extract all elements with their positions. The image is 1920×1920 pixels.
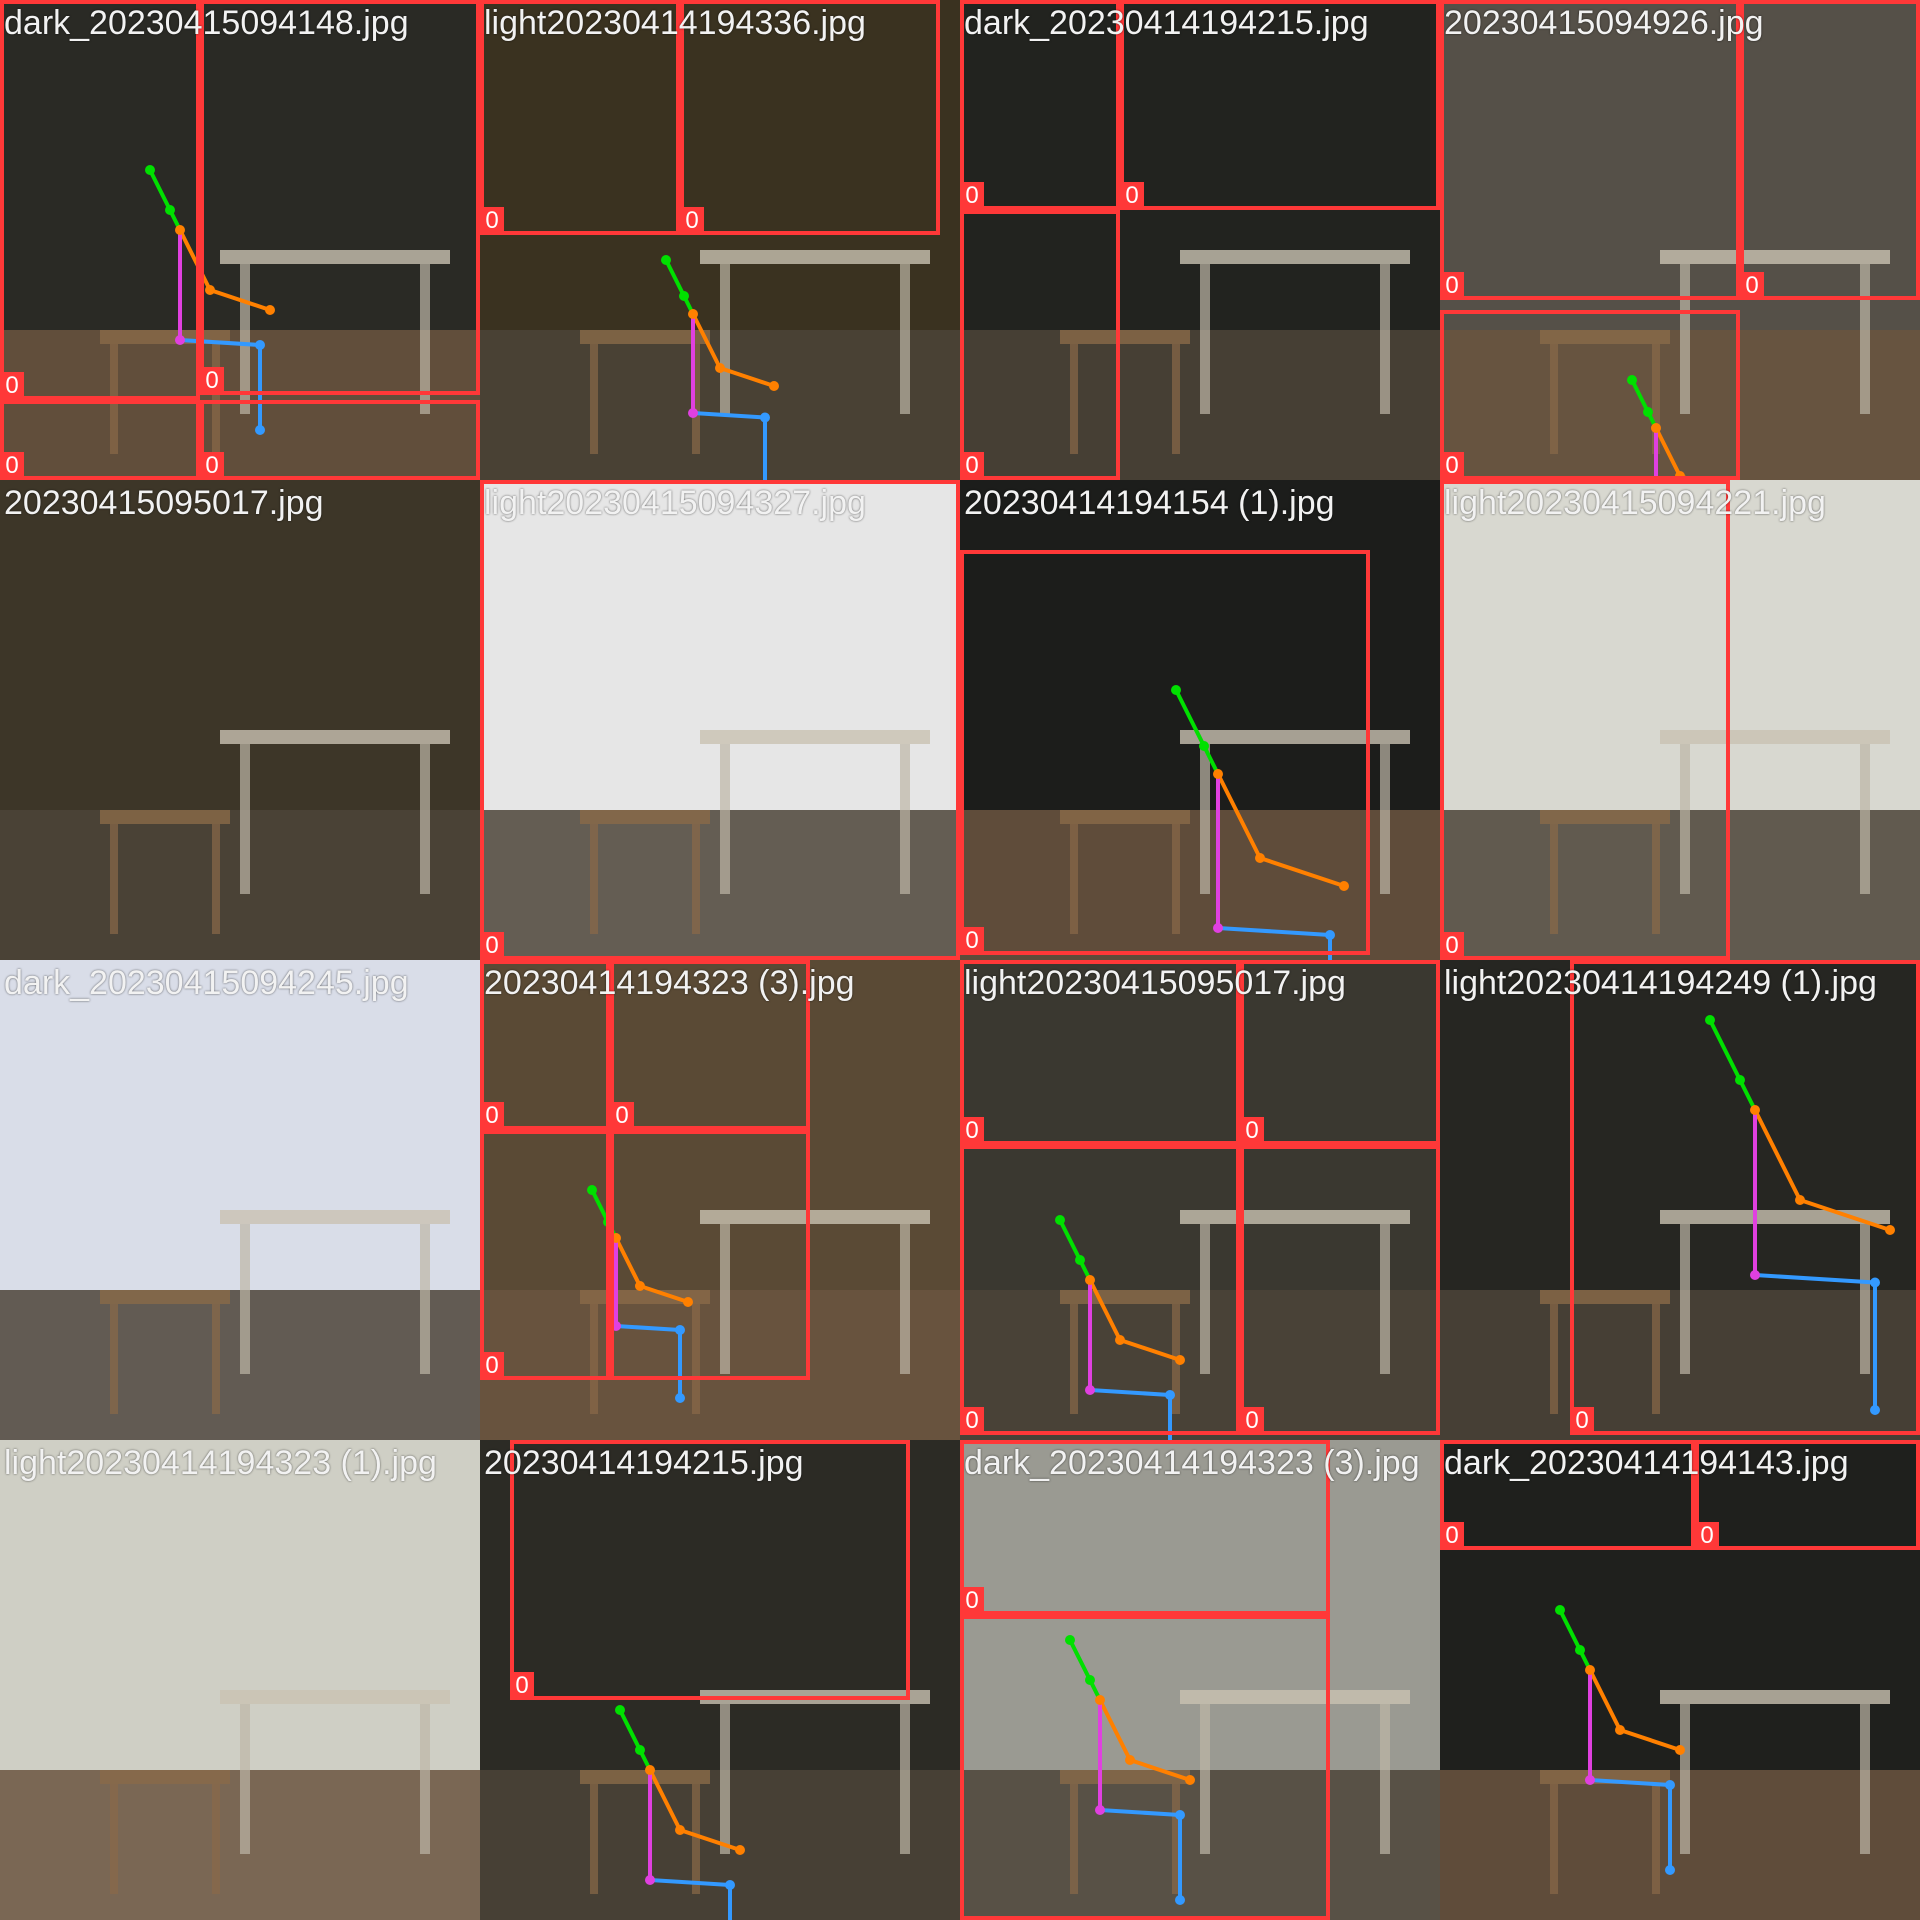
detection-box xyxy=(1695,1440,1920,1550)
tile-scene-image xyxy=(480,0,960,480)
tile-scene-image xyxy=(1440,960,1920,1440)
mosaic-tile: 0 light20230415094221.jpg xyxy=(1440,480,1920,960)
detection-box xyxy=(480,960,610,1130)
class-label: 0 xyxy=(1695,1522,1719,1550)
tile-scene-image xyxy=(480,960,960,1440)
detection-box xyxy=(0,400,200,480)
detection-box xyxy=(1440,310,1740,480)
detection-box xyxy=(960,0,1120,210)
detection-box xyxy=(960,210,1120,480)
detection-box xyxy=(1240,1145,1440,1435)
mosaic-tile: 0 0 0 0 light20230415095017.jpg xyxy=(960,960,1440,1440)
tile-scene-image xyxy=(1440,1440,1920,1920)
tile-scene-image xyxy=(1440,480,1920,960)
mosaic-tile: 0 20230414194154 (1).jpg xyxy=(960,480,1440,960)
class-label: 0 xyxy=(1440,1522,1464,1550)
class-label: 0 xyxy=(960,1117,984,1145)
class-label: 0 xyxy=(200,452,224,480)
mosaic-tile: 0 light20230414194249 (1).jpg xyxy=(1440,960,1920,1440)
class-label: 0 xyxy=(510,1672,534,1700)
detection-box xyxy=(960,960,1240,1145)
tile-scene-image xyxy=(960,1440,1440,1920)
tile-scene-image xyxy=(1440,0,1920,480)
detection-box xyxy=(480,0,680,235)
tile-scene-image xyxy=(960,960,1440,1440)
class-label: 0 xyxy=(1570,1407,1594,1435)
class-label: 0 xyxy=(200,367,224,395)
detection-box xyxy=(0,0,200,400)
mosaic-tile: 0 0 dark_20230414194143.jpg xyxy=(1440,1440,1920,1920)
detection-box xyxy=(480,480,960,960)
detection-box xyxy=(1570,960,1920,1435)
detection-box xyxy=(960,1440,1330,1615)
tile-scene-image xyxy=(0,1440,480,1920)
class-label: 0 xyxy=(960,182,984,210)
detection-box xyxy=(510,1440,910,1700)
mosaic-tile: 0 0 0 20230414194323 (3).jpg xyxy=(480,960,960,1440)
detection-box xyxy=(680,0,940,235)
class-label: 0 xyxy=(1440,932,1464,960)
mosaic-tile: 0 dark_20230414194323 (3).jpg xyxy=(960,1440,1440,1920)
detection-box xyxy=(960,1615,1330,1920)
class-label: 0 xyxy=(960,927,984,955)
class-label: 0 xyxy=(480,1352,504,1380)
class-label: 0 xyxy=(680,207,704,235)
mosaic-tile: 0 20230414194215.jpg xyxy=(480,1440,960,1920)
detection-box xyxy=(200,0,480,395)
tile-scene-image xyxy=(480,480,960,960)
tile-scene-image xyxy=(960,480,1440,960)
class-label: 0 xyxy=(960,452,984,480)
class-label: 0 xyxy=(0,372,24,400)
detection-box xyxy=(610,960,810,1130)
tile-scene-image xyxy=(960,0,1440,480)
class-label: 0 xyxy=(1240,1407,1264,1435)
tile-scene-image xyxy=(0,960,480,1440)
detection-box xyxy=(960,550,1370,955)
class-label: 0 xyxy=(1440,272,1464,300)
class-label: 0 xyxy=(960,1587,984,1615)
mosaic-tile: 0 0 0 0 dark_20230415094148.jpg xyxy=(0,0,480,480)
detection-box xyxy=(1240,960,1440,1145)
detection-box xyxy=(480,1130,610,1380)
class-label: 0 xyxy=(1240,1117,1264,1145)
mosaic-tile: dark_20230415094245.jpg xyxy=(0,960,480,1440)
class-label: 0 xyxy=(480,207,504,235)
class-label: 0 xyxy=(610,1102,634,1130)
detection-box xyxy=(1440,480,1730,960)
detection-box xyxy=(960,1145,1240,1435)
detection-box xyxy=(1120,0,1440,210)
class-label: 0 xyxy=(480,1102,504,1130)
class-label: 0 xyxy=(1440,452,1464,480)
detection-box xyxy=(200,400,480,480)
class-label: 0 xyxy=(1740,272,1764,300)
detection-box xyxy=(1440,0,1740,300)
tile-scene-image xyxy=(480,1440,960,1920)
mosaic-tile: 20230415095017.jpg xyxy=(0,480,480,960)
mosaic-tile: 0 light20230415094327.jpg xyxy=(480,480,960,960)
detection-box xyxy=(1440,1440,1695,1550)
class-label: 0 xyxy=(960,1407,984,1435)
mosaic-tile: 0 0 0 20230415094926.jpg xyxy=(1440,0,1920,480)
mosaic-tile: light20230414194323 (1).jpg xyxy=(0,1440,480,1920)
detection-box xyxy=(1740,0,1920,300)
class-label: 0 xyxy=(480,932,504,960)
class-label: 0 xyxy=(0,452,24,480)
detection-box xyxy=(610,1130,810,1380)
class-label: 0 xyxy=(1120,182,1144,210)
mosaic-tile: 0 0 0 dark_20230414194215.jpg xyxy=(960,0,1440,480)
tile-scene-image xyxy=(0,480,480,960)
mosaic-tile: 0 0 light20230414194336.jpg xyxy=(480,0,960,480)
